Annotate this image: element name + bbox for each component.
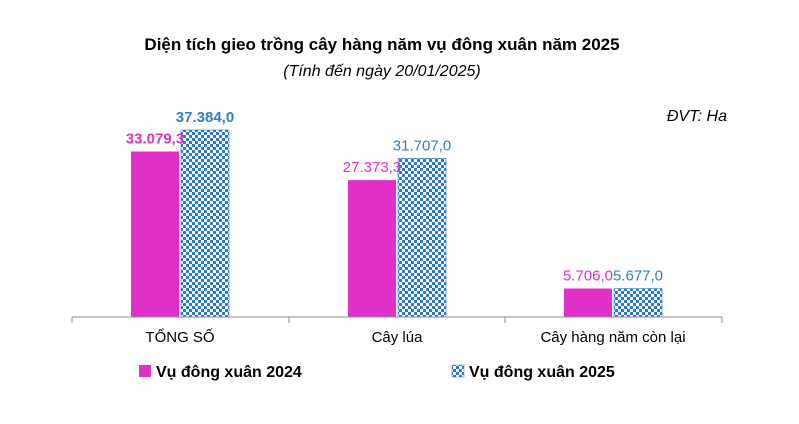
category-label-rice: Cây lúa xyxy=(372,329,424,346)
value-label-2025-other-annual: 5.677,0 xyxy=(613,268,663,285)
x-axis-ticks xyxy=(71,317,723,323)
value-labels-group: 33.079,3 27.373,3 5.706,0 37.384,0 31.707,0 5… xyxy=(126,109,663,285)
value-label-2025-total: 37.384,0 xyxy=(176,109,234,126)
bars-group xyxy=(131,129,663,318)
value-label-2024-other-annual: 5.706,0 xyxy=(563,268,613,285)
bar-2024-other-annual xyxy=(564,288,612,317)
category-label-total: TỔNG SỐ xyxy=(145,328,214,346)
bar-2025-total xyxy=(180,129,230,318)
legend-label-2025: Vụ đông xuân 2025 xyxy=(469,364,615,381)
bar-2025-rice xyxy=(397,158,447,318)
legend-swatch-2025 xyxy=(451,364,465,378)
chart-subtitle: (Tính đến ngày 20/01/2025) xyxy=(283,63,480,80)
bar-2025-other-annual xyxy=(613,288,663,318)
bar-2024-total xyxy=(131,151,179,317)
unit-label: ĐVT: Ha xyxy=(667,108,727,125)
value-label-2025-rice: 31.707,0 xyxy=(393,137,451,154)
value-label-2024-total: 33.079,3 xyxy=(126,131,184,148)
category-label-other-annual: Cây hàng năm còn lại xyxy=(540,329,685,346)
value-label-2024-rice: 27.373,3 xyxy=(343,159,401,176)
bar-2024-rice xyxy=(348,180,396,317)
chart-title: Diện tích gieo trồng cây hàng năm vụ đôn… xyxy=(144,35,619,54)
legend-label-2024: Vụ đông xuân 2024 xyxy=(156,364,302,381)
legend-swatch-2024 xyxy=(139,365,151,377)
